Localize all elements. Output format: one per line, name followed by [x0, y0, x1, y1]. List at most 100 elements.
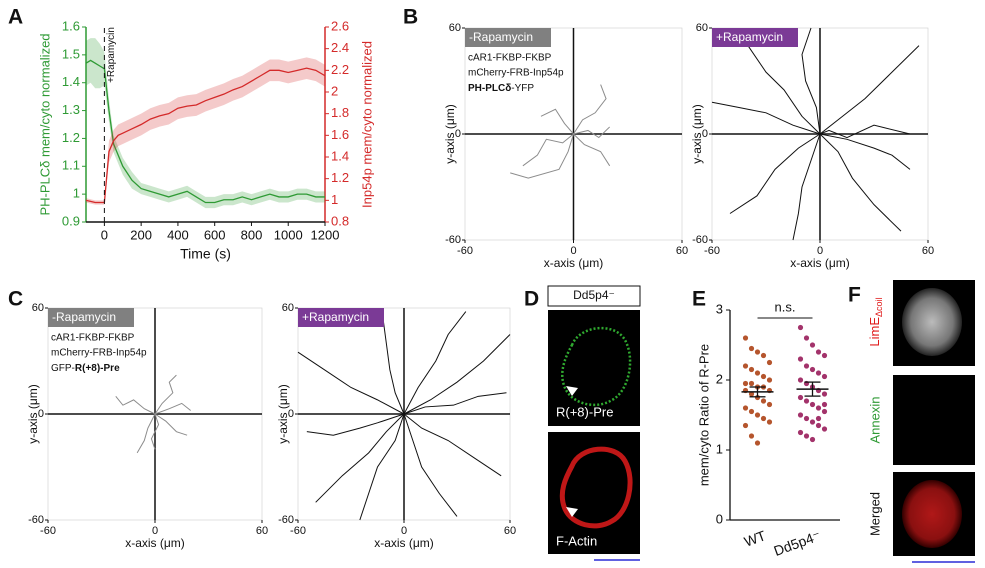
- cell: [902, 288, 962, 356]
- y-tick-label: 1.1: [62, 158, 80, 173]
- x-tick-label: 1000: [274, 227, 303, 242]
- y-tick-label: 0.9: [62, 213, 80, 228]
- panel-label: A: [8, 6, 23, 29]
- data-point: [766, 359, 773, 366]
- data-point: [766, 377, 773, 383]
- y-tick-label: 3: [716, 301, 723, 316]
- data-point: [803, 415, 810, 422]
- data-point: [809, 366, 816, 373]
- x-tick-label: 60: [676, 245, 688, 257]
- condition-label: -Rapamycin: [469, 30, 533, 44]
- trajectory: [573, 84, 607, 135]
- data-point: [760, 373, 767, 380]
- x-tick-label: 0: [570, 245, 576, 257]
- y-tick-label: 1: [73, 186, 80, 201]
- trajectory: [540, 108, 574, 135]
- data-point: [754, 412, 761, 418]
- image-label: F-Actin: [556, 533, 597, 548]
- trajectory: [403, 334, 511, 415]
- reporter-label: PH-PLCδ-YFP: [468, 83, 534, 94]
- data-point: [809, 342, 816, 348]
- trajectory: [136, 413, 156, 454]
- y2-tick-label: 1.4: [331, 148, 349, 163]
- y2-tick-label: 1: [331, 192, 338, 207]
- trajectory: [729, 133, 821, 214]
- data-point: [766, 419, 773, 425]
- trajectory: [819, 124, 911, 139]
- data-point: [754, 440, 761, 446]
- trajectory: [510, 133, 574, 179]
- data-point: [815, 422, 822, 429]
- construct-label: cAR1-FKBP-FKBP: [468, 53, 552, 64]
- cell-outline: [559, 446, 633, 529]
- trajectory: [359, 413, 405, 521]
- significance: n.s.: [775, 299, 796, 314]
- x-tick-label: 60: [922, 245, 934, 257]
- y2-tick-label: 2.6: [331, 18, 349, 33]
- y2-tick-label: 2.2: [331, 62, 349, 77]
- data-line: [85, 67, 326, 204]
- y-tick-label: 1: [716, 441, 723, 456]
- trajectory: [154, 374, 177, 415]
- x-tick-label: 0: [817, 245, 823, 257]
- reporter-part: GFP-: [51, 363, 75, 374]
- image-label: Merged: [867, 492, 882, 536]
- y2-tick-label: 1.2: [331, 170, 349, 185]
- trajectory: [403, 413, 502, 477]
- y-axis-label: y-axis (μm): [276, 384, 290, 444]
- image-title: Dd5p4⁻: [573, 288, 615, 302]
- y-tick-label: 1.5: [62, 46, 80, 61]
- data-point: [754, 370, 761, 376]
- trajectory: [573, 126, 611, 139]
- panel-label: F: [848, 284, 861, 307]
- trajectory: [747, 45, 821, 135]
- y-tick-label: 0: [38, 408, 44, 420]
- y-axis-label: mem/cyto Ratio of R-Pre: [696, 344, 711, 486]
- construct-label: mCherry-FRB-Inp54p: [51, 348, 147, 359]
- reporter-part: R(+8)-Pre: [75, 363, 120, 374]
- trajectory: [382, 316, 405, 415]
- x-axis-label: x-axis (μm): [374, 536, 434, 550]
- y2-axis-label: Inp54p mem/cyto normalized: [359, 41, 374, 208]
- trajectory: [819, 133, 902, 232]
- arrowhead: [566, 507, 578, 517]
- data-point: [797, 377, 804, 383]
- data-point: [815, 415, 822, 422]
- y-tick-label: -60: [28, 514, 44, 526]
- y-tick-label: -60: [692, 234, 708, 246]
- y-tick-label: 0: [716, 511, 723, 526]
- data-point: [797, 412, 804, 418]
- data-point: [821, 391, 828, 397]
- reporter-label: GFP-R(+8)-Pre: [51, 363, 120, 374]
- condition-label: +Rapamycin: [302, 310, 369, 324]
- condition-tag: [465, 28, 551, 47]
- x-axis-label: x-axis (μm): [125, 536, 185, 550]
- data-point: [742, 335, 749, 341]
- data-point: [821, 352, 828, 359]
- x-tick-label: -60: [40, 525, 56, 537]
- panel-label: B: [403, 6, 418, 29]
- data-point: [797, 356, 804, 362]
- y-tick-label: 60: [282, 302, 294, 314]
- y-tick-label: -60: [445, 234, 461, 246]
- data-point: [803, 433, 810, 439]
- data-point: [742, 363, 749, 369]
- trajectory: [154, 413, 188, 436]
- condition-label: +Rapamycin: [716, 30, 783, 44]
- x-tick-label: 0: [401, 525, 407, 537]
- x-tick-label: 400: [167, 227, 189, 242]
- x-tick-label: 200: [130, 227, 152, 242]
- x-tick-label: -60: [290, 525, 306, 537]
- x-tick-label: 60: [504, 525, 516, 537]
- image-label: R(+8)-Pre: [556, 404, 613, 419]
- condition-tag: [48, 308, 134, 327]
- trajectory: [403, 311, 467, 415]
- label-main: LimE: [867, 317, 882, 347]
- y-tick-label: 1.3: [62, 102, 80, 117]
- data-line: [85, 59, 325, 204]
- data-point: [760, 398, 767, 404]
- data-point: [809, 401, 816, 408]
- x-tick-label: -60: [704, 245, 720, 257]
- condition-tag: [712, 28, 798, 47]
- trajectory: [115, 396, 156, 415]
